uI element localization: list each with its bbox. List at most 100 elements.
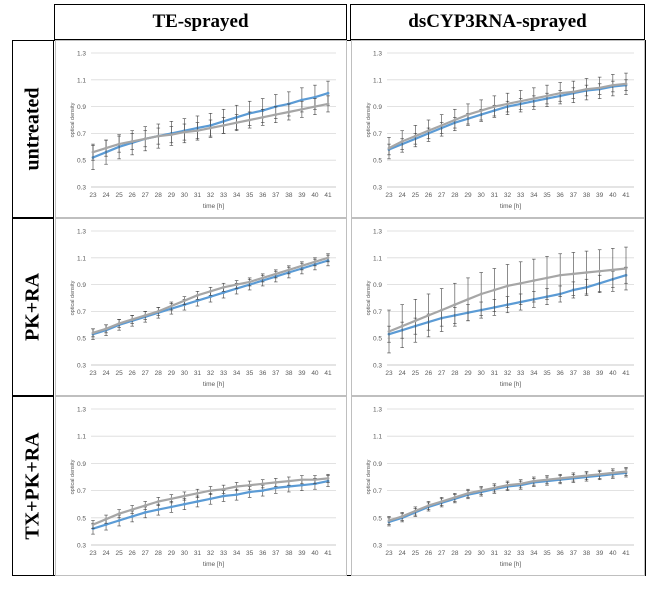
row-label-pk-ra: PK+RA [12,218,54,396]
data-point-gray [104,327,108,331]
x-tick-label: 36 [259,192,267,199]
row-label-tx-pk-ra: TX+PK+RA [12,396,54,576]
data-point-gray [156,500,160,503]
x-tick-label: 27 [438,192,446,199]
data-point-gray [287,110,291,114]
chart-panel-pkra-dscyp3rna: 0.3 0.5 0.7 0.9 1.1 1.3 23 24 25 26 27 28 29 30 31 32 33… [351,218,645,396]
data-point-blue [287,485,291,488]
y-axis-label: optical density [70,280,76,315]
data-point-gray [313,260,317,264]
data-point-gray [479,292,483,296]
x-tick-label: 39 [298,550,306,557]
y-tick-label: 0.9 [77,104,86,111]
y-tick-label: 0.3 [373,363,382,370]
data-point-gray [492,105,496,108]
x-tick-label: 27 [142,370,150,377]
y-tick-label: 0.5 [373,515,382,522]
x-tick-label: 38 [583,550,591,557]
x-tick-label: 35 [246,192,254,199]
x-tick-label: 33 [517,192,525,199]
data-point-gray [506,483,509,487]
y-tick-label: 0.3 [373,543,382,550]
data-point-gray [182,299,186,303]
x-tick-label: 31 [491,192,499,199]
chart-panel-untreated-te: 0.3 0.5 0.7 0.9 1.1 1.3 23 24 25 26 27 28 29 30 31 32 33… [55,40,347,218]
x-tick-label: 33 [517,550,525,557]
data-point-gray [532,279,536,282]
y-tick-label: 0.3 [373,185,382,192]
data-point-gray [453,496,457,499]
x-tick-label: 28 [451,550,459,557]
x-tick-label: 26 [129,550,137,557]
data-point-gray [558,91,562,95]
data-point-gray [519,281,523,285]
y-tick-label: 0.3 [77,363,86,370]
data-point-gray [143,314,147,317]
x-tick-label: 35 [246,370,254,377]
row-label-text: PK+RA [21,272,44,342]
x-tick-label: 32 [504,550,512,557]
x-tick-label: 23 [89,192,97,199]
x-tick-label: 37 [570,192,578,199]
data-point-gray [413,134,417,138]
data-point-blue [222,494,225,498]
x-tick-label: 38 [583,370,591,377]
x-tick-label: 28 [155,550,163,557]
series-line-gray [387,470,628,522]
x-tick-label: 27 [438,550,446,557]
data-point-gray [261,276,265,280]
x-tick-label: 33 [220,370,228,377]
x-tick-label: 29 [464,192,472,199]
chart-panel-txpkra-te: 0.3 0.5 0.7 0.9 1.1 1.3 23 24 25 26 27 28 29 30 31 32 33… [55,396,347,576]
x-tick-label: 38 [285,550,293,557]
data-point-gray [519,99,523,103]
data-point-gray [235,283,239,286]
y-tick-label: 0.3 [77,185,86,192]
y-tick-label: 0.7 [373,309,382,316]
data-point-gray [261,115,265,119]
x-tick-label: 28 [155,192,163,199]
chart-svg: 0.3 0.5 0.7 0.9 1.1 1.3 23 24 25 26 27 28 29 30 31 32 33… [70,229,336,388]
data-point-gray [466,491,470,495]
data-point-gray [585,474,588,478]
x-axis-label: time [h] [203,561,225,568]
data-point-gray [248,118,252,122]
y-tick-label: 0.7 [77,488,86,495]
x-tick-label: 23 [385,550,393,557]
data-point-gray [300,107,304,111]
x-tick-label: 40 [311,370,319,377]
data-point-gray [196,129,199,133]
x-tick-label: 32 [504,370,512,377]
y-tick-label: 0.9 [77,282,86,289]
x-tick-label: 33 [220,550,228,557]
x-tick-label: 30 [181,192,189,199]
x-tick-label: 25 [412,550,420,557]
data-point-gray [261,482,265,486]
data-point-blue [156,508,160,512]
data-point-blue [104,523,108,526]
data-point-gray [274,113,278,117]
data-point-gray [222,487,225,491]
data-point-gray [300,478,304,482]
data-point-gray [209,126,212,130]
data-point-gray [117,142,121,146]
x-tick-label: 34 [233,370,241,377]
data-point-gray [313,105,317,108]
x-axis-label: time [h] [203,203,225,210]
data-point-gray [235,121,239,125]
x-tick-label: 23 [89,550,97,557]
data-point-gray [287,479,291,483]
column-header-te: TE-sprayed [54,4,347,40]
x-axis-label: time [h] [500,203,522,210]
data-point-gray [611,83,615,87]
data-point-gray [558,476,562,480]
y-tick-label: 1.1 [373,255,382,262]
data-point-gray [453,303,457,307]
x-tick-label: 27 [142,550,150,557]
y-tick-label: 1.3 [77,51,86,58]
data-point-gray [248,483,252,487]
x-tick-label: 40 [609,550,617,557]
data-point-gray [624,470,628,473]
data-point-gray [400,515,404,518]
data-point-gray [479,109,483,113]
